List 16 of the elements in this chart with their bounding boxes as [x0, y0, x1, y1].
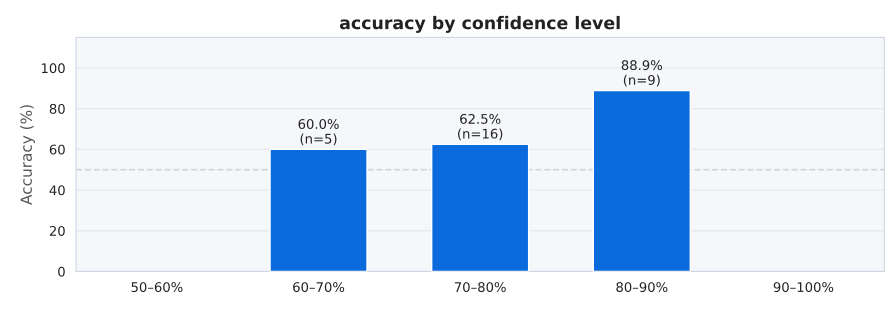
- x-tick-label: 50–60%: [132, 282, 183, 292]
- y-tick-label: 0: [58, 266, 65, 277]
- y-axis-title: Accuracy (%): [20, 105, 35, 205]
- y-tick-label: 20: [50, 226, 65, 236]
- y-tick-label: 40: [50, 185, 65, 196]
- chart-title: accuracy by confidence level: [340, 16, 620, 33]
- x-tick-label: 70–80%: [454, 282, 506, 292]
- data-label: 88.9% (n=9): [622, 60, 662, 86]
- data-label: 62.5% (n=16): [458, 114, 502, 140]
- x-tick-label: 60–70%: [293, 282, 344, 292]
- x-tick-label: 90–100%: [774, 282, 834, 292]
- y-tick-label: 60: [50, 144, 65, 155]
- y-tick-label: 80: [50, 104, 65, 114]
- x-tick-label: 80–90%: [616, 282, 668, 292]
- y-tick-label: 100: [42, 63, 65, 74]
- data-label: 60.0% (n=5): [298, 118, 339, 146]
